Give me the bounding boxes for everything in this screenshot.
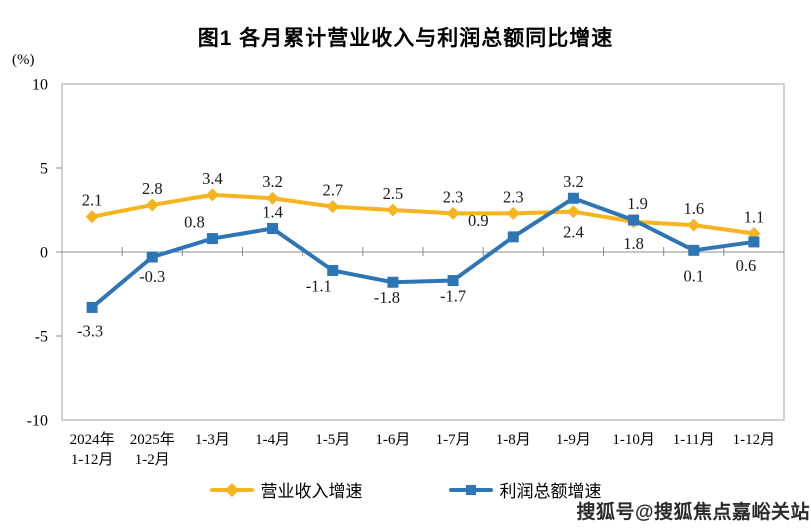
data-label: 1.6 [683,199,704,218]
profit-data-point [748,236,760,248]
x-tick-label: 1-12月 [71,452,114,468]
revenue-data-point [687,218,701,232]
data-label: 0.1 [683,266,704,285]
data-label: -0.3 [139,267,165,286]
profit-growth-line [90,196,756,310]
profit-data-point [387,276,399,288]
revenue-data-point [386,203,400,217]
data-label: 3.2 [262,172,283,191]
data-label: 1.1 [744,208,765,227]
x-tick-label: 1-11月 [673,432,715,448]
revenue-data-point [446,206,460,220]
data-label: 2.3 [503,187,524,206]
x-tick-label: 2024年 [70,431,115,448]
profit-data-point [206,233,218,245]
legend-item-revenue: 营业收入增速 [209,477,363,502]
revenue-data-point [566,205,580,219]
profit-data-point [688,244,700,256]
profit-data-point [567,192,579,204]
x-tick-label: 1-12月 [733,432,776,448]
data-label: 3.4 [202,169,223,188]
data-label: -1.1 [306,276,332,295]
x-tick-label: 1-10月 [612,432,655,448]
profit-series-square-icon [448,484,493,496]
data-label: 2.3 [443,187,464,206]
data-label: 2.7 [322,181,343,200]
x-tick-label: 1-6月 [375,432,410,448]
revenue-data-point [326,200,340,214]
data-label: 1.9 [627,194,648,213]
x-tick-label: 1-5月 [315,432,350,448]
data-label: 2.1 [82,191,103,210]
x-tick-label: 1-9月 [556,432,591,448]
revenue-data-point [85,210,99,224]
data-label: 3.2 [563,172,584,191]
revenue-growth-line [90,192,756,236]
x-tick-label: 2025年 [130,431,175,448]
profit-data-point [86,301,98,313]
y-tick-label: 0 [40,245,48,262]
watermark: 搜狐号@搜狐焦点嘉峪关站 [576,502,810,523]
x-tick-label: 1-7月 [436,432,471,448]
x-tick-label: 1-4月 [255,432,290,448]
y-tick-label: 5 [40,161,48,178]
profit-data-point [267,222,279,234]
revenue-data-point [145,198,159,212]
x-tick-label: 1-8月 [496,432,531,448]
legend-item-profit: 利润总额增速 [448,477,602,502]
revenue-series-diamond-icon [209,482,254,497]
data-label: 1.8 [623,234,644,253]
data-label: 2.4 [563,223,584,242]
profit-data-point [447,275,459,287]
chart-title: 图1 各月累计营业收入与利润总额同比增速 [197,27,614,50]
legend: 营业收入增速 利润总额增速 [0,477,811,502]
data-label: 2.8 [142,179,163,198]
x-tick-label: 1-3月 [195,432,230,448]
data-label: 0.8 [184,213,205,232]
y-tick-label: -10 [27,413,48,430]
y-tick-label: -5 [35,329,48,346]
y-axis-unit-label: (%) [12,52,35,68]
profit-data-point [327,264,339,276]
profit-data-point [146,251,158,263]
legend-label-profit: 利润总额增速 [499,482,602,501]
legend-label-revenue: 营业收入增速 [260,482,363,501]
revenue-data-point [205,188,219,202]
data-label: 0.6 [736,256,757,275]
data-label: -1.7 [440,287,466,306]
revenue-data-point [266,191,280,205]
y-tick-label: 10 [32,77,48,94]
profit-data-point [628,214,640,226]
data-label: 2.5 [383,184,404,203]
revenue-data-point [506,206,520,220]
data-label: -3.3 [77,321,103,340]
data-label: -1.8 [374,288,400,307]
data-label: 0.9 [468,211,489,230]
data-label: 1.4 [262,202,283,221]
x-tick-label: 1-2月 [135,452,170,468]
profit-data-point [507,231,519,243]
